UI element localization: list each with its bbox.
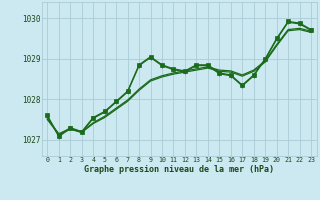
X-axis label: Graphe pression niveau de la mer (hPa): Graphe pression niveau de la mer (hPa) xyxy=(84,165,274,174)
